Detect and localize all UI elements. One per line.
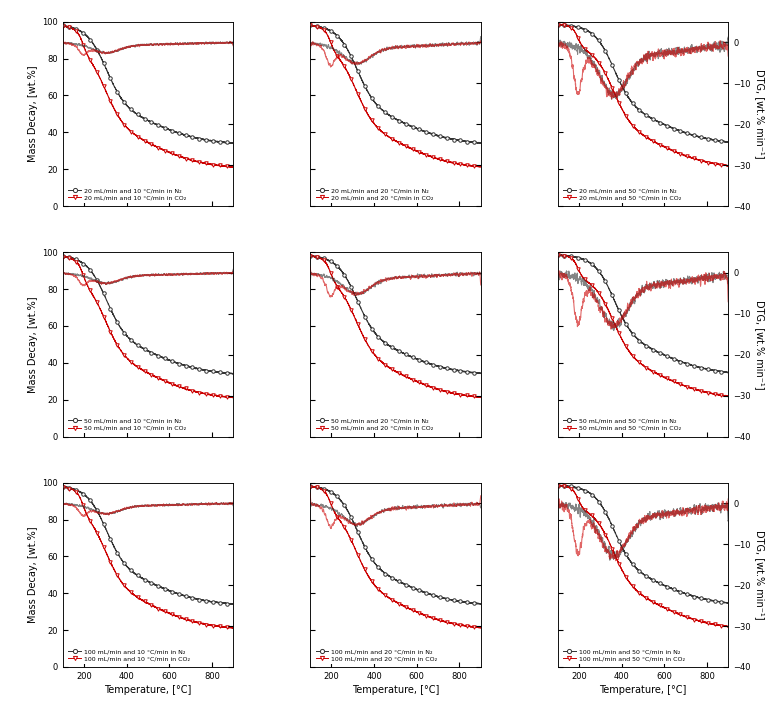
Legend: 100 mL/min and 20 °C/min in N₂, 100 mL/min and 20 °C/min in CO₂: 100 mL/min and 20 °C/min in N₂, 100 mL/m… [313, 646, 440, 664]
Legend: 50 mL/min and 10 °C/min in N₂, 50 mL/min and 10 °C/min in CO₂: 50 mL/min and 10 °C/min in N₂, 50 mL/min… [66, 416, 189, 434]
Y-axis label: Mass Decay, [wt.%]: Mass Decay, [wt.%] [28, 526, 38, 623]
Legend: 50 mL/min and 20 °C/min in N₂, 50 mL/min and 20 °C/min in CO₂: 50 mL/min and 20 °C/min in N₂, 50 mL/min… [313, 416, 436, 434]
Y-axis label: Mass Decay, [wt.%]: Mass Decay, [wt.%] [28, 66, 38, 162]
Y-axis label: DTG, [wt.% min⁻¹]: DTG, [wt.% min⁻¹] [755, 530, 765, 620]
X-axis label: Temperature, [°C]: Temperature, [°C] [352, 685, 439, 695]
Y-axis label: DTG, [wt.% min⁻¹]: DTG, [wt.% min⁻¹] [755, 69, 765, 159]
Legend: 100 mL/min and 50 °C/min in N₂, 100 mL/min and 50 °C/min in CO₂: 100 mL/min and 50 °C/min in N₂, 100 mL/m… [561, 646, 687, 664]
Legend: 20 mL/min and 20 °C/min in N₂, 20 mL/min and 20 °C/min in CO₂: 20 mL/min and 20 °C/min in N₂, 20 mL/min… [313, 186, 436, 203]
Y-axis label: Mass Decay, [wt.%]: Mass Decay, [wt.%] [28, 296, 38, 393]
X-axis label: Temperature, [°C]: Temperature, [°C] [104, 685, 192, 695]
Legend: 20 mL/min and 10 °C/min in N₂, 20 mL/min and 10 °C/min in CO₂: 20 mL/min and 10 °C/min in N₂, 20 mL/min… [66, 186, 189, 203]
Legend: 100 mL/min and 10 °C/min in N₂, 100 mL/min and 10 °C/min in CO₂: 100 mL/min and 10 °C/min in N₂, 100 mL/m… [66, 646, 193, 664]
Legend: 50 mL/min and 50 °C/min in N₂, 50 mL/min and 50 °C/min in CO₂: 50 mL/min and 50 °C/min in N₂, 50 mL/min… [561, 416, 684, 434]
Legend: 20 mL/min and 50 °C/min in N₂, 20 mL/min and 50 °C/min in CO₂: 20 mL/min and 50 °C/min in N₂, 20 mL/min… [561, 186, 684, 203]
Y-axis label: DTG, [wt.% min⁻¹]: DTG, [wt.% min⁻¹] [755, 299, 765, 389]
X-axis label: Temperature, [°C]: Temperature, [°C] [599, 685, 687, 695]
